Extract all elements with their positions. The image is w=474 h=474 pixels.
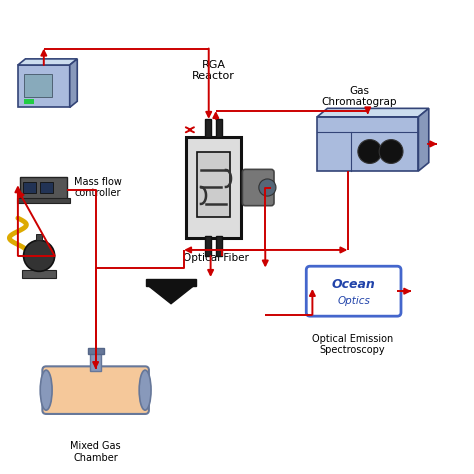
Circle shape [24, 240, 55, 271]
Bar [24, 100, 34, 104]
Polygon shape [317, 117, 419, 171]
Bar [88, 347, 104, 354]
Circle shape [358, 140, 382, 164]
Polygon shape [317, 109, 429, 117]
Ellipse shape [40, 370, 52, 410]
Bar [36, 234, 42, 240]
Polygon shape [148, 286, 194, 304]
Bar [40, 182, 53, 193]
Text: Ocean: Ocean [332, 278, 375, 292]
Bar [24, 74, 52, 97]
Ellipse shape [139, 370, 151, 410]
Bar [22, 270, 56, 278]
FancyBboxPatch shape [242, 169, 274, 206]
Polygon shape [18, 59, 77, 65]
Text: Mass flow
controller: Mass flow controller [74, 177, 122, 198]
Polygon shape [70, 59, 77, 108]
Bar [23, 182, 36, 193]
Bar [18, 198, 70, 203]
Polygon shape [18, 65, 70, 108]
Bar [20, 177, 67, 199]
Bar [197, 152, 230, 218]
Bar [146, 279, 196, 286]
Polygon shape [419, 109, 429, 171]
FancyBboxPatch shape [306, 266, 401, 316]
Bar [205, 237, 210, 256]
Text: Mixed Gas
Chamber: Mixed Gas Chamber [70, 441, 121, 463]
Text: Optics: Optics [337, 295, 370, 306]
Bar [216, 119, 222, 137]
Bar [186, 137, 240, 238]
Circle shape [259, 179, 276, 196]
Text: Optical Emission
Spectroscopy: Optical Emission Spectroscopy [312, 334, 393, 355]
Circle shape [379, 140, 403, 164]
FancyBboxPatch shape [42, 366, 149, 414]
Bar [90, 351, 101, 371]
Bar [216, 237, 222, 256]
Bar [205, 119, 210, 137]
Text: RGA
Reactor: RGA Reactor [192, 60, 235, 82]
Text: Gas
Chromatograp: Gas Chromatograp [322, 86, 397, 108]
Text: Optical Fiber: Optical Fiber [183, 254, 249, 264]
